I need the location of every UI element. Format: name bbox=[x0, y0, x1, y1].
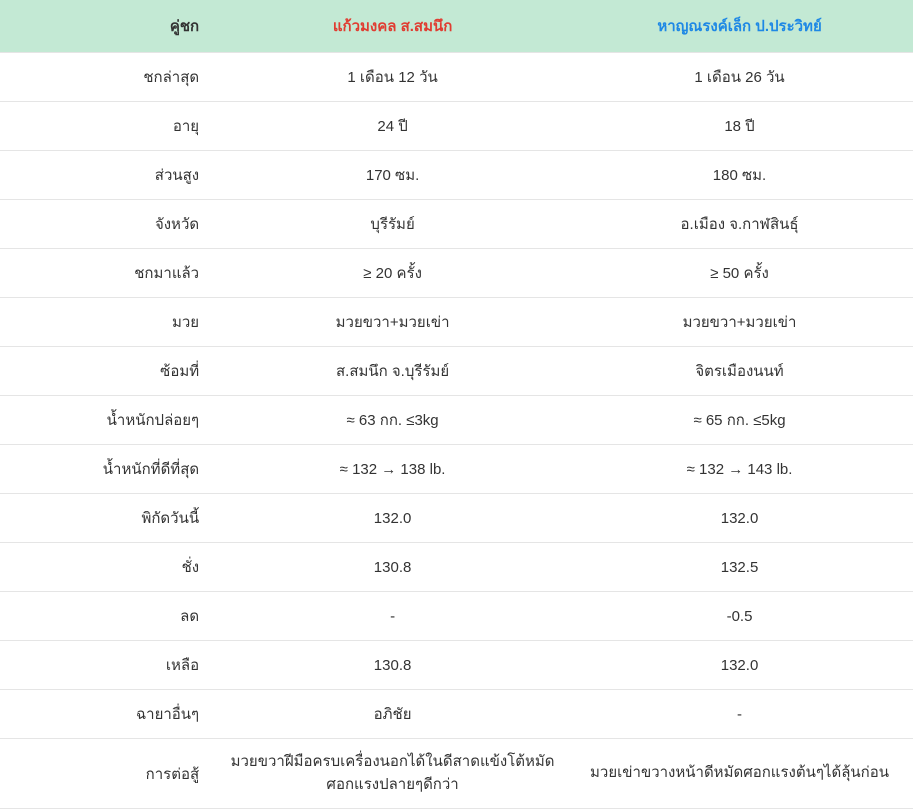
cell-fighter1: 24 ปี bbox=[219, 102, 566, 151]
table-row: เหลือ 130.8 132.0 bbox=[0, 641, 913, 690]
cell-fighter2: ≥ 50 ครั้ง bbox=[566, 249, 913, 298]
table-row: มวย มวยขวา+มวยเข่า มวยขวา+มวยเข่า bbox=[0, 298, 913, 347]
row-label: การต่อสู้ bbox=[0, 739, 219, 809]
cell-fighter2: มวยขวา+มวยเข่า bbox=[566, 298, 913, 347]
table-row: จังหวัด บุรีรัมย์ อ.เมือง จ.กาฬสินธุ์ bbox=[0, 200, 913, 249]
cell-fighter2: 18 ปี bbox=[566, 102, 913, 151]
cell-fighter2: 132.5 bbox=[566, 543, 913, 592]
cell-fighter2: 1 เดือน 26 วัน bbox=[566, 53, 913, 102]
table-row: ฉายาอื่นๆ อภิชัย - bbox=[0, 690, 913, 739]
table-row: พิกัดวันนี้ 132.0 132.0 bbox=[0, 494, 913, 543]
table-row: ซ้อมที่ ส.สมนึก จ.บุรีรัมย์ จิตรเมืองนนท… bbox=[0, 347, 913, 396]
cell-fighter2: ≈ 65 กก. ≤5kg bbox=[566, 396, 913, 445]
row-label: ลด bbox=[0, 592, 219, 641]
table-body: ชกล่าสุด 1 เดือน 12 วัน 1 เดือน 26 วัน อ… bbox=[0, 53, 913, 809]
cell-fighter2: 132.0 bbox=[566, 494, 913, 543]
table-row: ชกล่าสุด 1 เดือน 12 วัน 1 เดือน 26 วัน bbox=[0, 53, 913, 102]
row-label: น้ำหนักที่ดีที่สุด bbox=[0, 445, 219, 494]
cell-fighter2: มวยเข่าขวางหน้าดีหมัดศอกแรงต้นๆได้ลุ้นก่… bbox=[566, 739, 913, 809]
cell-fighter1: ส.สมนึก จ.บุรีรัมย์ bbox=[219, 347, 566, 396]
table-row: น้ำหนักปล่อยๆ ≈ 63 กก. ≤3kg ≈ 65 กก. ≤5k… bbox=[0, 396, 913, 445]
comparison-table: คู่ชก แก้วมงคล ส.สมนึก หาญณรงค์เล็ก ป.ปร… bbox=[0, 0, 913, 809]
row-label: ชกมาแล้ว bbox=[0, 249, 219, 298]
cell-fighter2: -0.5 bbox=[566, 592, 913, 641]
cell-fighter2: จิตรเมืองนนท์ bbox=[566, 347, 913, 396]
table-row: ชกมาแล้ว ≥ 20 ครั้ง ≥ 50 ครั้ง bbox=[0, 249, 913, 298]
row-label: ชั่ง bbox=[0, 543, 219, 592]
table-row: ชั่ง 130.8 132.5 bbox=[0, 543, 913, 592]
row-label: เหลือ bbox=[0, 641, 219, 690]
header-label: คู่ชก bbox=[0, 0, 219, 53]
cell-fighter2: - bbox=[566, 690, 913, 739]
header-fighter1[interactable]: แก้วมงคล ส.สมนึก bbox=[219, 0, 566, 53]
table-row: ส่วนสูง 170 ซม. 180 ซม. bbox=[0, 151, 913, 200]
table-header-row: คู่ชก แก้วมงคล ส.สมนึก หาญณรงค์เล็ก ป.ปร… bbox=[0, 0, 913, 53]
row-label: ฉายาอื่นๆ bbox=[0, 690, 219, 739]
row-label: พิกัดวันนี้ bbox=[0, 494, 219, 543]
row-label: ชกล่าสุด bbox=[0, 53, 219, 102]
row-label: ซ้อมที่ bbox=[0, 347, 219, 396]
cell-fighter1: 1 เดือน 12 วัน bbox=[219, 53, 566, 102]
cell-fighter1: อภิชัย bbox=[219, 690, 566, 739]
cell-fighter1: ≈ 63 กก. ≤3kg bbox=[219, 396, 566, 445]
cell-fighter2: 132.0 bbox=[566, 641, 913, 690]
table-row: การต่อสู้ มวยขวาฝีมือครบเครื่องนอกได้ในด… bbox=[0, 739, 913, 809]
table-row: น้ำหนักที่ดีที่สุด ≈ 132 → 138 lb. ≈ 132… bbox=[0, 445, 913, 494]
cell-fighter1: บุรีรัมย์ bbox=[219, 200, 566, 249]
row-label: มวย bbox=[0, 298, 219, 347]
row-label: ส่วนสูง bbox=[0, 151, 219, 200]
row-label: จังหวัด bbox=[0, 200, 219, 249]
cell-fighter2: ≈ 132 → 143 lb. bbox=[566, 445, 913, 494]
cell-fighter1: - bbox=[219, 592, 566, 641]
cell-fighter1: ≥ 20 ครั้ง bbox=[219, 249, 566, 298]
header-fighter2[interactable]: หาญณรงค์เล็ก ป.ประวิทย์ bbox=[566, 0, 913, 53]
cell-fighter1: 132.0 bbox=[219, 494, 566, 543]
cell-fighter2: 180 ซม. bbox=[566, 151, 913, 200]
cell-fighter2: อ.เมือง จ.กาฬสินธุ์ bbox=[566, 200, 913, 249]
table-row: อายุ 24 ปี 18 ปี bbox=[0, 102, 913, 151]
row-label: น้ำหนักปล่อยๆ bbox=[0, 396, 219, 445]
cell-fighter1: 170 ซม. bbox=[219, 151, 566, 200]
cell-fighter1: มวยขวา+มวยเข่า bbox=[219, 298, 566, 347]
cell-fighter1: ≈ 132 → 138 lb. bbox=[219, 445, 566, 494]
table-row: ลด - -0.5 bbox=[0, 592, 913, 641]
cell-fighter1: 130.8 bbox=[219, 641, 566, 690]
cell-fighter1: 130.8 bbox=[219, 543, 566, 592]
cell-fighter1: มวยขวาฝีมือครบเครื่องนอกได้ในดีสาดแข้งโต… bbox=[219, 739, 566, 809]
row-label: อายุ bbox=[0, 102, 219, 151]
